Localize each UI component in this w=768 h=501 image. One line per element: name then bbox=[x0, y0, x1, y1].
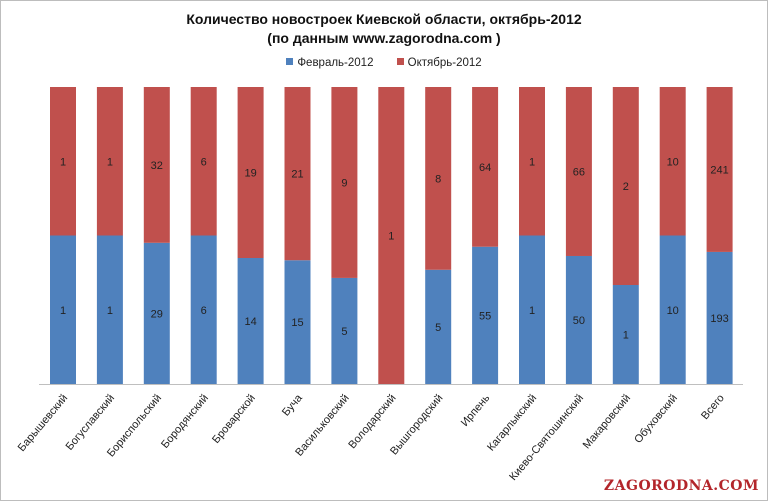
data-label: 1 bbox=[623, 330, 629, 342]
data-label: 1 bbox=[107, 305, 113, 317]
x-tick-label: Бородянский bbox=[159, 392, 211, 451]
bar-oct bbox=[519, 87, 545, 236]
legend-item-feb: Февраль-2012 bbox=[286, 57, 373, 69]
data-label: 14 bbox=[244, 316, 256, 328]
data-label: 1 bbox=[529, 156, 535, 168]
bar-oct bbox=[143, 87, 170, 243]
bar-oct bbox=[331, 87, 358, 278]
x-tick-label: Обуховский bbox=[632, 392, 680, 446]
watermark-logo: ZAGORODNA.COM bbox=[603, 478, 759, 494]
bar-feb bbox=[706, 251, 733, 384]
x-tick-label: Макаровский bbox=[581, 392, 633, 451]
legend-label-feb: Февраль-2012 bbox=[297, 57, 374, 69]
bar-oct bbox=[612, 87, 639, 285]
data-label: 241 bbox=[710, 164, 728, 176]
data-label: 10 bbox=[667, 305, 679, 317]
bar-oct bbox=[425, 87, 452, 270]
legend-label-oct: Октябрь-2012 bbox=[407, 57, 482, 69]
x-tick-label: Всего bbox=[699, 392, 727, 422]
bar-feb bbox=[284, 260, 311, 384]
bar-oct bbox=[284, 87, 311, 261]
data-label: 5 bbox=[341, 326, 347, 338]
bar-oct bbox=[96, 87, 123, 236]
bar-oct bbox=[472, 87, 499, 247]
data-label: 10 bbox=[667, 156, 679, 168]
data-label: 193 bbox=[710, 313, 728, 325]
bar-feb bbox=[237, 258, 264, 384]
data-label: 1 bbox=[107, 156, 113, 168]
bar-oct bbox=[237, 87, 264, 258]
bar-feb bbox=[472, 246, 499, 384]
data-label: 55 bbox=[479, 310, 491, 322]
data-label: 19 bbox=[244, 168, 256, 180]
data-label: 8 bbox=[435, 173, 441, 185]
legend-swatch-oct bbox=[396, 58, 404, 65]
data-label: 1 bbox=[388, 231, 394, 243]
x-tick-label: Кагарлыкский bbox=[485, 392, 539, 453]
bar-feb bbox=[425, 269, 452, 384]
data-label: 21 bbox=[291, 169, 303, 181]
chart-title: Количество новостроек Киевской области, … bbox=[186, 11, 582, 27]
data-label: 66 bbox=[573, 166, 585, 178]
data-label: 5 bbox=[435, 322, 441, 334]
bar-feb bbox=[519, 235, 545, 384]
bar-feb bbox=[612, 285, 639, 384]
bar-oct bbox=[190, 87, 217, 236]
bar-oct bbox=[378, 87, 405, 384]
bar-oct bbox=[706, 87, 733, 252]
data-label: 50 bbox=[573, 315, 585, 327]
x-tick-label: Володарский bbox=[346, 392, 398, 451]
data-label: 6 bbox=[201, 305, 207, 317]
data-label: 15 bbox=[291, 317, 303, 329]
data-label: 2 bbox=[623, 181, 629, 193]
bar-feb bbox=[96, 235, 123, 384]
data-label: 1 bbox=[60, 156, 66, 168]
bar-feb bbox=[565, 255, 592, 384]
x-tick-label: Барышевский bbox=[16, 392, 71, 454]
x-tick-label: Броварской bbox=[210, 392, 258, 446]
legend-item-oct: Октябрь-2012 bbox=[396, 57, 482, 69]
data-label: 9 bbox=[341, 177, 347, 189]
legend: Февраль-2012 Октябрь-2012 bbox=[1, 57, 767, 69]
x-tick-label: Богуславский bbox=[64, 392, 118, 453]
bar-feb bbox=[50, 235, 76, 384]
x-tick-label: Ирпень bbox=[459, 392, 493, 429]
data-label: 1 bbox=[60, 305, 66, 317]
bar-feb bbox=[190, 235, 217, 384]
data-label: 64 bbox=[479, 162, 491, 174]
data-label: 32 bbox=[151, 160, 163, 172]
bar-feb bbox=[659, 235, 686, 384]
data-label: 29 bbox=[151, 308, 163, 320]
bar-oct bbox=[659, 87, 686, 236]
legend-swatch-feb bbox=[286, 58, 294, 65]
bar-feb bbox=[331, 277, 358, 384]
bar-oct bbox=[565, 87, 592, 256]
data-label: 1 bbox=[529, 305, 535, 317]
data-label: 6 bbox=[201, 156, 207, 168]
bar-feb bbox=[143, 242, 170, 384]
x-tick-label: Буча bbox=[280, 392, 305, 419]
chart-subtitle: (по данным www.zagorodna.com ) bbox=[267, 30, 501, 46]
bar-oct bbox=[50, 87, 76, 236]
